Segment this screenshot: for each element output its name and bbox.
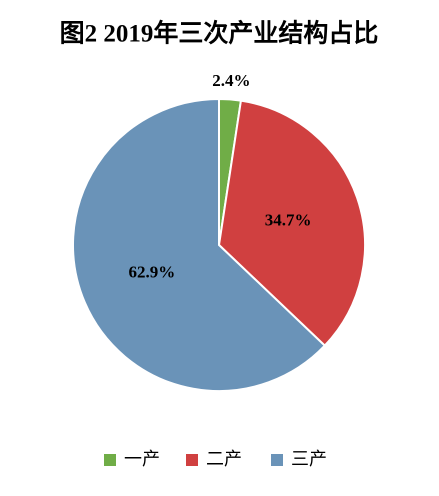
data-label: 2.4% bbox=[212, 71, 250, 90]
legend-swatch bbox=[104, 454, 116, 466]
data-label: 34.7% bbox=[265, 210, 312, 229]
pie-slice bbox=[72, 97, 327, 392]
legend-swatch bbox=[186, 454, 198, 466]
chart-title: 图2 2019年三次产业结构占比 bbox=[60, 19, 379, 48]
pie-slice bbox=[217, 99, 366, 348]
legend-label: 二产 bbox=[206, 449, 242, 469]
legend-swatch bbox=[271, 454, 283, 466]
legend-label: 一产 bbox=[124, 449, 160, 469]
legend-label: 三产 bbox=[291, 449, 327, 469]
data-label: 62.9% bbox=[129, 263, 176, 282]
